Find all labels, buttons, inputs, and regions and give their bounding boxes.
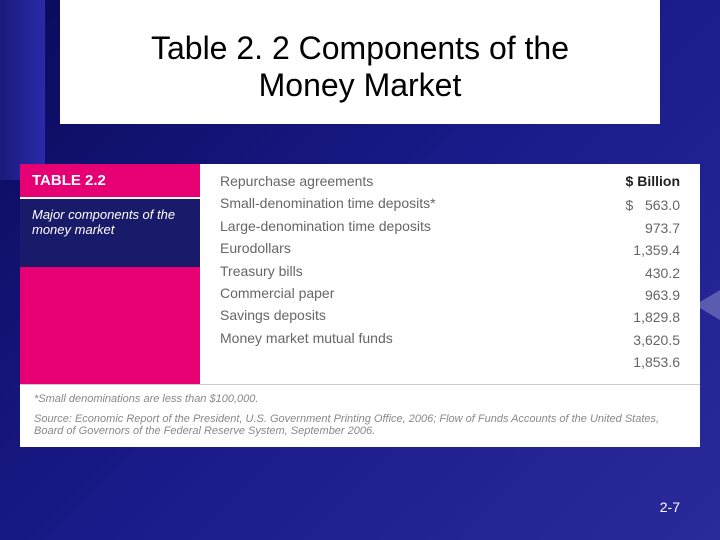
value-header: $ Billion xyxy=(570,170,680,192)
source-citation: Source: Economic Report of the President… xyxy=(20,409,700,447)
table-block: TABLE 2.2 Major components of the money … xyxy=(20,164,700,384)
table-row-value: 973.7 xyxy=(570,217,680,239)
table-row-value: $ 563.0 xyxy=(570,194,680,216)
table-row-name: Money market mutual funds xyxy=(220,327,570,349)
table-main: Repurchase agreements Small-denomination… xyxy=(200,164,700,384)
footnote: *Small denominations are less than $100,… xyxy=(20,384,700,409)
table-row-value: 963.9 xyxy=(570,284,680,306)
table-row-name: Commercial paper xyxy=(220,282,570,304)
table-row-name: Small-denomination time deposits* xyxy=(220,192,570,214)
slide-title: Table 2. 2 Components of the Money Marke… xyxy=(60,10,660,114)
table-row-value: 1,853.6 xyxy=(570,351,680,373)
highlight-wedge xyxy=(695,290,720,320)
page-number: 2-7 xyxy=(660,499,680,515)
table-items-column: Repurchase agreements Small-denomination… xyxy=(220,170,570,374)
side-accent-bar xyxy=(0,0,45,180)
table-values-column: $ Billion $ 563.0 973.7 1,359.4 430.2 96… xyxy=(570,170,680,374)
table-row-value: 1,829.8 xyxy=(570,306,680,328)
table-label-sub: Major components of the money market xyxy=(20,199,200,267)
table-row-name: Treasury bills xyxy=(220,260,570,282)
table-row-value: 3,620.5 xyxy=(570,329,680,351)
table-row-value: 1,359.4 xyxy=(570,239,680,261)
table-label-header: TABLE 2.2 xyxy=(20,164,200,199)
table-row-name: Large-denomination time deposits xyxy=(220,215,570,237)
table-row-name: Eurodollars xyxy=(220,237,570,259)
table-row-value: 430.2 xyxy=(570,262,680,284)
table-row-name: Repurchase agreements xyxy=(220,170,570,192)
table-label-column: TABLE 2.2 Major components of the money … xyxy=(20,164,200,384)
table-row-name: Savings deposits xyxy=(220,304,570,326)
title-wrapper: Table 2. 2 Components of the Money Marke… xyxy=(60,0,660,124)
